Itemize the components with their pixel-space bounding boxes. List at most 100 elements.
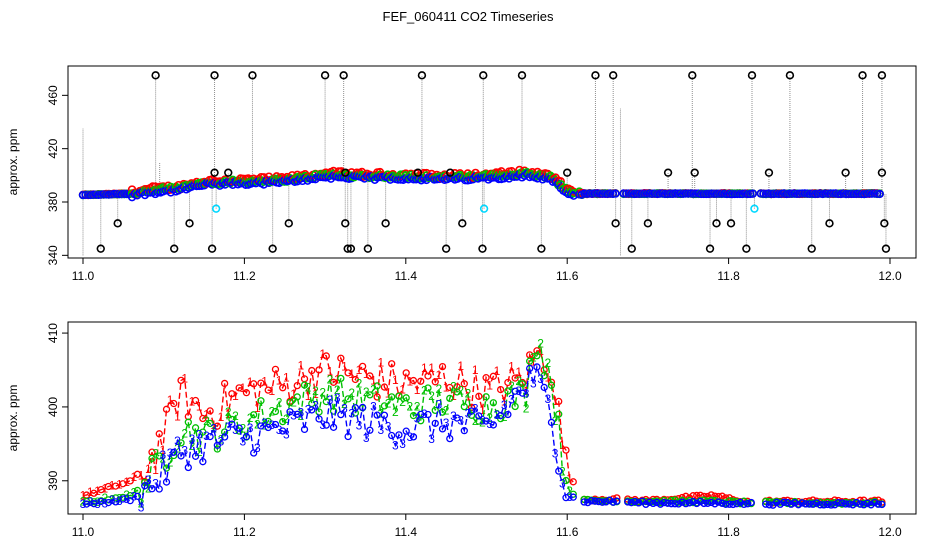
p2-series-point-3 (380, 411, 389, 419)
p2-series-point-3 (624, 498, 632, 506)
p2-series-point-3 (613, 497, 621, 505)
p1-series3-point (611, 189, 620, 198)
p2-x-tick-label: 11.8 (717, 525, 740, 539)
p2-series-point-2 (257, 397, 265, 405)
p1-outlier-point (742, 244, 751, 253)
p2-series-point-3 (584, 498, 592, 507)
p2-series-point-2 (148, 454, 156, 463)
p2-series-point-3 (667, 499, 676, 508)
p2-series-marker-3: 3 (356, 418, 363, 432)
p1-outlier-point (169, 244, 179, 253)
p2-series-marker-2: 2 (523, 402, 530, 416)
p2-series-point-3 (580, 498, 588, 506)
p1-series3-point (660, 189, 670, 199)
p2-series-point-3 (344, 432, 352, 441)
p2-series-point-3 (504, 410, 512, 419)
p2-series-marker-1: 1 (566, 472, 573, 486)
p2-series-marker-2: 2 (341, 397, 348, 411)
p2-series-point-1 (112, 482, 120, 490)
p2-series-point-1 (711, 492, 719, 500)
p1-special-point (750, 204, 759, 213)
p2-series-point-3 (569, 493, 577, 501)
p1-outlier-point (343, 244, 352, 253)
p2-series-point-3 (453, 414, 461, 422)
p2-series-point-3 (674, 500, 683, 508)
p2-series-point-1 (417, 377, 425, 385)
p2-series-point-3 (220, 433, 229, 441)
p2-series-point-3 (388, 431, 396, 440)
p1-outlier-point (417, 71, 427, 80)
p2-series-point-3 (776, 500, 784, 508)
p2-series-point-3 (213, 441, 222, 449)
p2-series-marker-3: 3 (552, 446, 559, 460)
p2-series-marker-3: 3 (363, 431, 370, 445)
p2-series-point-1 (162, 405, 171, 413)
p1-outlier-point (841, 168, 850, 177)
p2-series-point-1 (700, 492, 708, 501)
p2-series-point-2 (562, 476, 570, 485)
p2-series-marker-1: 1 (348, 367, 355, 381)
p2-series-marker-3: 3 (385, 419, 392, 433)
p2-series-point-2 (213, 445, 222, 453)
p2-series-point-3 (747, 498, 755, 507)
p2-series-marker-3: 3 (145, 473, 152, 487)
p2-series-marker-3: 3 (392, 438, 399, 452)
p2-series-marker-3: 3 (298, 406, 305, 420)
p2-series-marker-2: 2 (290, 395, 297, 409)
p1-x-tick-label: 11.6 (556, 269, 579, 283)
p2-series-marker-3: 3 (341, 402, 348, 416)
p2-series-point-2 (460, 402, 468, 411)
p2-series-point-3 (315, 415, 323, 423)
p2-series-marker-1: 1 (472, 363, 479, 377)
p2-series-point-3 (286, 408, 294, 416)
p2-series-marker-2: 2 (377, 407, 384, 421)
p2-series-point-3 (366, 426, 374, 434)
p2-series-point-1 (358, 362, 367, 371)
p2-series-marker-2: 2 (356, 376, 363, 390)
p2-series-point-3 (791, 499, 799, 507)
p2-series-marker-2: 2 (232, 409, 239, 423)
p2-series-marker-2: 2 (130, 485, 137, 499)
p2-series-point-1 (104, 482, 113, 491)
p2-series-point-2 (162, 464, 171, 472)
p2-series-marker-3: 3 (348, 407, 355, 421)
p1-outlier-point (441, 244, 451, 253)
p2-series-point-3 (235, 424, 243, 432)
p2-series-point-3 (729, 500, 737, 509)
p2-series-point-2 (271, 407, 280, 416)
p2-series-point-3 (177, 452, 185, 460)
p2-series-marker-1: 1 (232, 389, 239, 403)
p2-series-point-3 (322, 421, 330, 429)
p1-panel: 11.0 11.2 11.4 11.6 11.8 12.0 340 380 420 460 appr… (6, 65, 917, 283)
p2-series-point-3 (446, 434, 454, 443)
p2-series-point-1 (482, 373, 490, 382)
p2-series-marker-1: 1 (392, 373, 399, 387)
p2-series-marker-1: 1 (305, 389, 312, 403)
p2-series-point-3 (293, 410, 301, 418)
p2-series-point-2 (199, 428, 207, 436)
p2-series-point-3 (878, 500, 886, 509)
p2-series-marker-1: 1 (276, 373, 283, 387)
p2-series-point-2 (191, 424, 200, 432)
p2-series-point-3 (740, 500, 748, 509)
p2-series-point-3 (518, 389, 527, 397)
p2-series-marker-3: 3 (123, 492, 130, 506)
p1-y-tick-label: 380 (46, 192, 60, 212)
p2-series-marker-1: 1 (298, 358, 305, 372)
p2-y-axis-label: approx. ppm (6, 385, 20, 452)
p2-series-marker-1: 1 (181, 371, 188, 385)
p2-series-marker-1: 1 (138, 469, 145, 483)
p2-series-marker-3: 3 (501, 398, 508, 412)
p2-series-point-1 (388, 360, 396, 368)
p2-series-point-2 (518, 380, 527, 388)
p2-series-point-3 (689, 497, 697, 506)
p2-series-marker-3: 3 (210, 422, 217, 436)
p2-series-marker-2: 2 (486, 411, 493, 425)
p2-series-point-1 (569, 478, 577, 486)
p2-series-point-3 (112, 498, 120, 506)
p2-series-marker-2: 2 (421, 383, 428, 397)
p2-series-point-2 (409, 411, 418, 420)
p2-series-point-2 (446, 394, 454, 403)
